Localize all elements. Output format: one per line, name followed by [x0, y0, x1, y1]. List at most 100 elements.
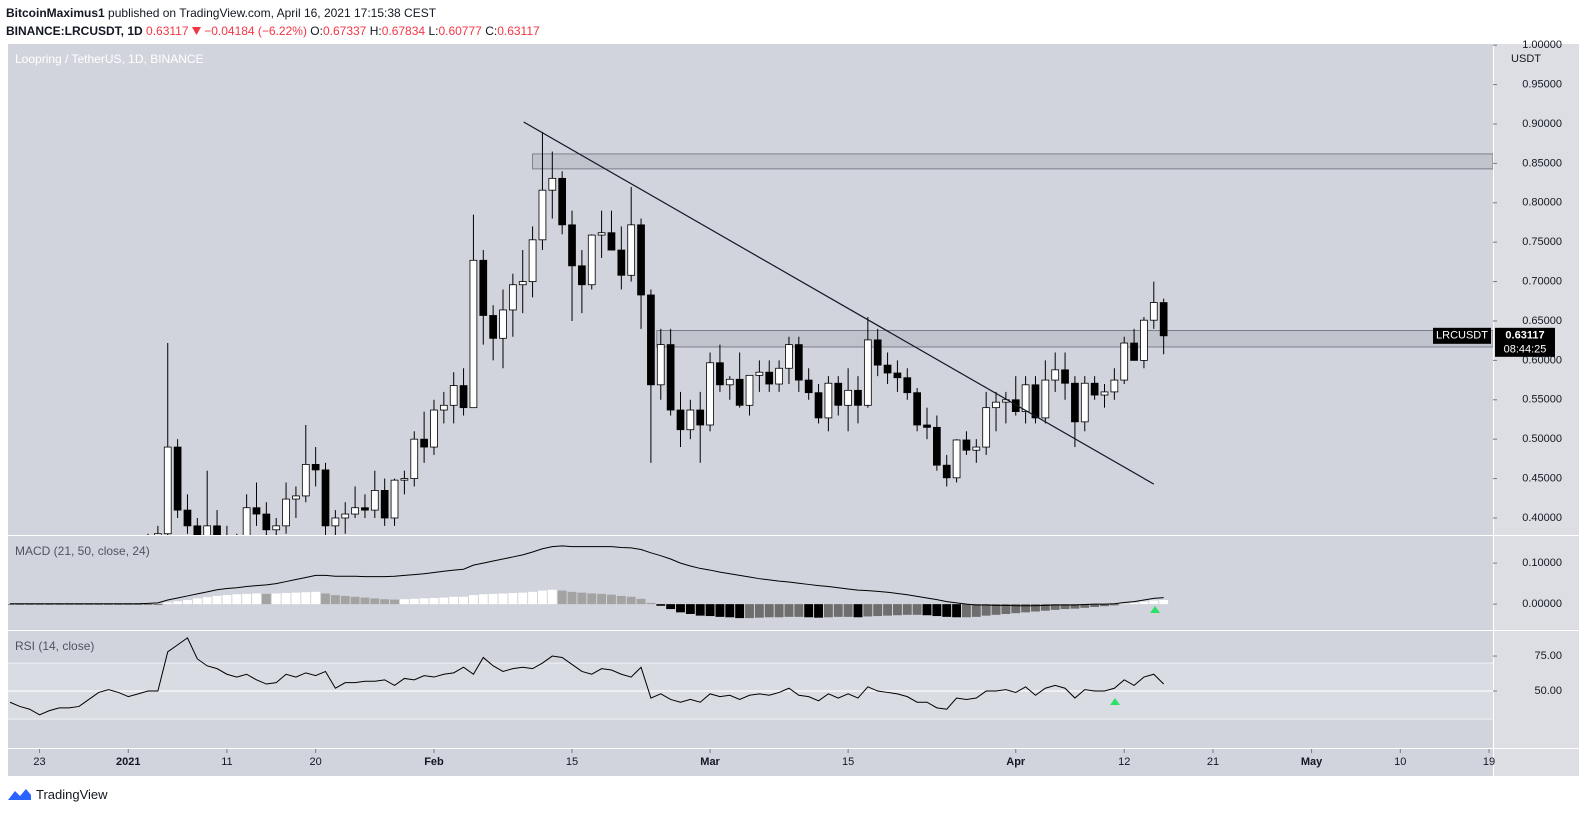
histogram-bar: [518, 592, 528, 605]
histogram-bar: [1119, 603, 1129, 605]
histogram-bar: [676, 604, 685, 613]
histogram-bar: [577, 592, 587, 605]
o-label: O:: [310, 24, 323, 38]
c-label: C:: [485, 24, 498, 38]
histogram-bar: [725, 604, 735, 618]
candle-body: [548, 177, 557, 191]
l-label: L:: [428, 24, 439, 38]
histogram-bar: [567, 591, 577, 605]
y-tick-label: 0.55000: [1522, 394, 1562, 406]
histogram-bar: [1011, 604, 1021, 614]
histogram-bar: [459, 596, 468, 605]
tag-symbol: LRCUSDT: [1436, 330, 1488, 342]
histogram-bar: [35, 604, 44, 605]
published: published on TradingView.com, April 16, …: [108, 6, 437, 20]
x-tick-label: 10: [1394, 756, 1406, 768]
candle-body: [518, 281, 527, 286]
change: −0.04184 (−6.22%): [204, 24, 307, 38]
histogram-bar: [1050, 604, 1060, 610]
histogram-bar: [350, 596, 360, 605]
histogram-bar: [685, 604, 695, 614]
rsi-title: RSI (14, close): [15, 639, 94, 653]
candle-body: [262, 513, 271, 531]
histogram-bar: [143, 604, 153, 605]
candle-body: [321, 469, 330, 527]
candle-body: [469, 259, 478, 409]
x-tick-label: 11: [221, 756, 232, 768]
macd-title: MACD (21, 50, close, 24): [15, 544, 150, 558]
candle-body: [923, 424, 931, 428]
logo: [8, 789, 31, 800]
histogram-bar: [754, 604, 764, 618]
x-tick-label: 20: [310, 756, 322, 768]
histogram-bar: [764, 604, 774, 618]
candle-body: [706, 362, 714, 426]
histogram-bar: [311, 591, 321, 605]
axis-background: [1493, 44, 1579, 776]
histogram-bar: [1149, 600, 1159, 605]
histogram-bar: [261, 593, 271, 605]
candle-body: [1130, 342, 1138, 361]
histogram-bar: [784, 604, 794, 617]
x-tick-label: 19: [1483, 756, 1495, 768]
histogram-bar: [607, 594, 616, 605]
candle-body: [361, 507, 369, 511]
histogram-bar: [183, 600, 192, 605]
histogram-bar: [291, 592, 301, 605]
y-tick-label: 0.60000: [1522, 354, 1562, 366]
histogram-bar: [439, 597, 449, 605]
candle-body: [883, 364, 892, 374]
candle-body: [617, 249, 626, 276]
candle-body: [430, 409, 438, 448]
publish-line: BitcoinMaximus1 published on TradingView…: [6, 4, 540, 22]
histogram-bar: [390, 599, 399, 605]
candle-body: [213, 525, 221, 535]
histogram-bar: [557, 590, 567, 605]
histogram-bar: [123, 604, 133, 605]
candle-body: [1149, 302, 1158, 321]
histogram-bar: [626, 596, 636, 605]
high: 0.67834: [381, 24, 426, 38]
candle-body: [1011, 399, 1020, 412]
candle-body: [173, 446, 182, 511]
candle-body: [193, 525, 202, 535]
candle-body: [913, 392, 921, 426]
histogram-bar: [705, 604, 715, 617]
candle-body: [390, 479, 399, 519]
y-tick-label: 0.70000: [1522, 275, 1562, 287]
tag-price: 0.63117: [1505, 330, 1544, 342]
histogram-bar: [104, 604, 114, 605]
histogram-bar: [173, 601, 183, 605]
zone: [532, 153, 1493, 170]
histogram-bar: [488, 593, 498, 605]
footer: TradingView: [6, 786, 108, 802]
candle-body: [725, 378, 734, 386]
down-arrow: [191, 27, 201, 35]
histogram-bar: [646, 602, 656, 605]
y-tick-label: 0.65000: [1522, 315, 1562, 327]
histogram-bar: [153, 604, 163, 605]
histogram-bar: [863, 604, 873, 617]
candle-body: [163, 446, 172, 535]
histogram-bar: [942, 604, 952, 617]
histogram-bar: [1070, 604, 1080, 609]
candle-body: [272, 525, 281, 531]
histogram-bar: [902, 604, 912, 615]
signal-arrow: [1150, 606, 1160, 613]
histogram-bar: [321, 593, 330, 605]
candle-body: [656, 344, 665, 386]
candle-body: [785, 344, 793, 369]
histogram-bar: [833, 604, 843, 617]
candle-body: [844, 389, 852, 406]
candle-body: [903, 377, 912, 394]
tag-countdown: 08:44:25: [1504, 344, 1547, 356]
plot-background: [8, 44, 1493, 776]
candle-body: [509, 284, 517, 311]
candle-body: [370, 489, 379, 511]
histogram-bar: [242, 593, 252, 605]
line: [9, 545, 1164, 607]
histogram-bar: [981, 604, 991, 616]
histogram-bar: [478, 594, 488, 605]
candle-body: [292, 495, 300, 500]
unit: USDT: [1511, 53, 1541, 65]
